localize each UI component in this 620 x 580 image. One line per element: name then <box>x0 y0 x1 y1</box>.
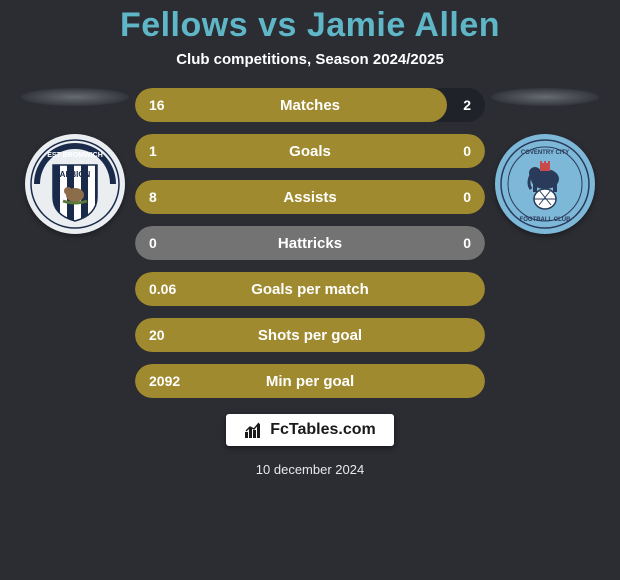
coventry-crest-icon: COVENTRY CITY FOOTBALL CLUB <box>500 139 590 229</box>
stat-row: 8Assists0 <box>135 180 485 214</box>
wba-crest-icon: EST BROMWICH ALBION <box>30 139 120 229</box>
stat-label: Goals per match <box>135 281 485 298</box>
stat-row: 1Goals0 <box>135 134 485 168</box>
stat-label: Shots per goal <box>135 327 485 344</box>
stat-label: Min per goal <box>135 373 485 390</box>
page-subtitle: Club competitions, Season 2024/2025 <box>176 51 444 68</box>
stat-row: 20Shots per goal <box>135 318 485 352</box>
ellipse-shadow <box>21 88 129 106</box>
stat-row: 2092Min per goal <box>135 364 485 398</box>
stat-label: Assists <box>135 189 485 206</box>
fctables-logo: FcTables.com <box>226 414 394 446</box>
left-team-column: EST BROMWICH ALBION <box>15 88 135 234</box>
svg-text:FOOTBALL CLUB: FOOTBALL CLUB <box>520 217 572 223</box>
svg-text:ALBION: ALBION <box>60 170 91 179</box>
stat-row: 0Hattricks0 <box>135 226 485 260</box>
right-team-badge: COVENTRY CITY FOOTBALL CLUB <box>495 134 595 234</box>
main-row: EST BROMWICH ALBION <box>0 88 620 398</box>
stat-label: Goals <box>135 143 485 160</box>
stat-right-value: 2 <box>463 97 471 113</box>
stat-bars: 16Matches21Goals08Assists00Hattricks00.0… <box>135 88 485 398</box>
stat-label: Hattricks <box>135 235 485 252</box>
svg-text:EST BROMWICH: EST BROMWICH <box>47 152 103 159</box>
stat-right-value: 0 <box>463 189 471 205</box>
date-line: 10 december 2024 <box>256 462 364 477</box>
stat-row: 16Matches2 <box>135 88 485 122</box>
stat-row: 0.06Goals per match <box>135 272 485 306</box>
logo-text: FcTables.com <box>270 421 376 439</box>
stat-label: Matches <box>135 97 485 114</box>
left-team-badge: EST BROMWICH ALBION <box>25 134 125 234</box>
comparison-card: Fellows vs Jamie Allen Club competitions… <box>0 0 620 580</box>
ellipse-shadow <box>491 88 599 106</box>
page-title: Fellows vs Jamie Allen <box>120 6 500 45</box>
stat-right-value: 0 <box>463 235 471 251</box>
stat-right-value: 0 <box>463 143 471 159</box>
right-team-column: COVENTRY CITY FOOTBALL CLUB <box>485 88 605 234</box>
bars-icon <box>244 420 264 440</box>
svg-text:COVENTRY CITY: COVENTRY CITY <box>521 150 569 156</box>
